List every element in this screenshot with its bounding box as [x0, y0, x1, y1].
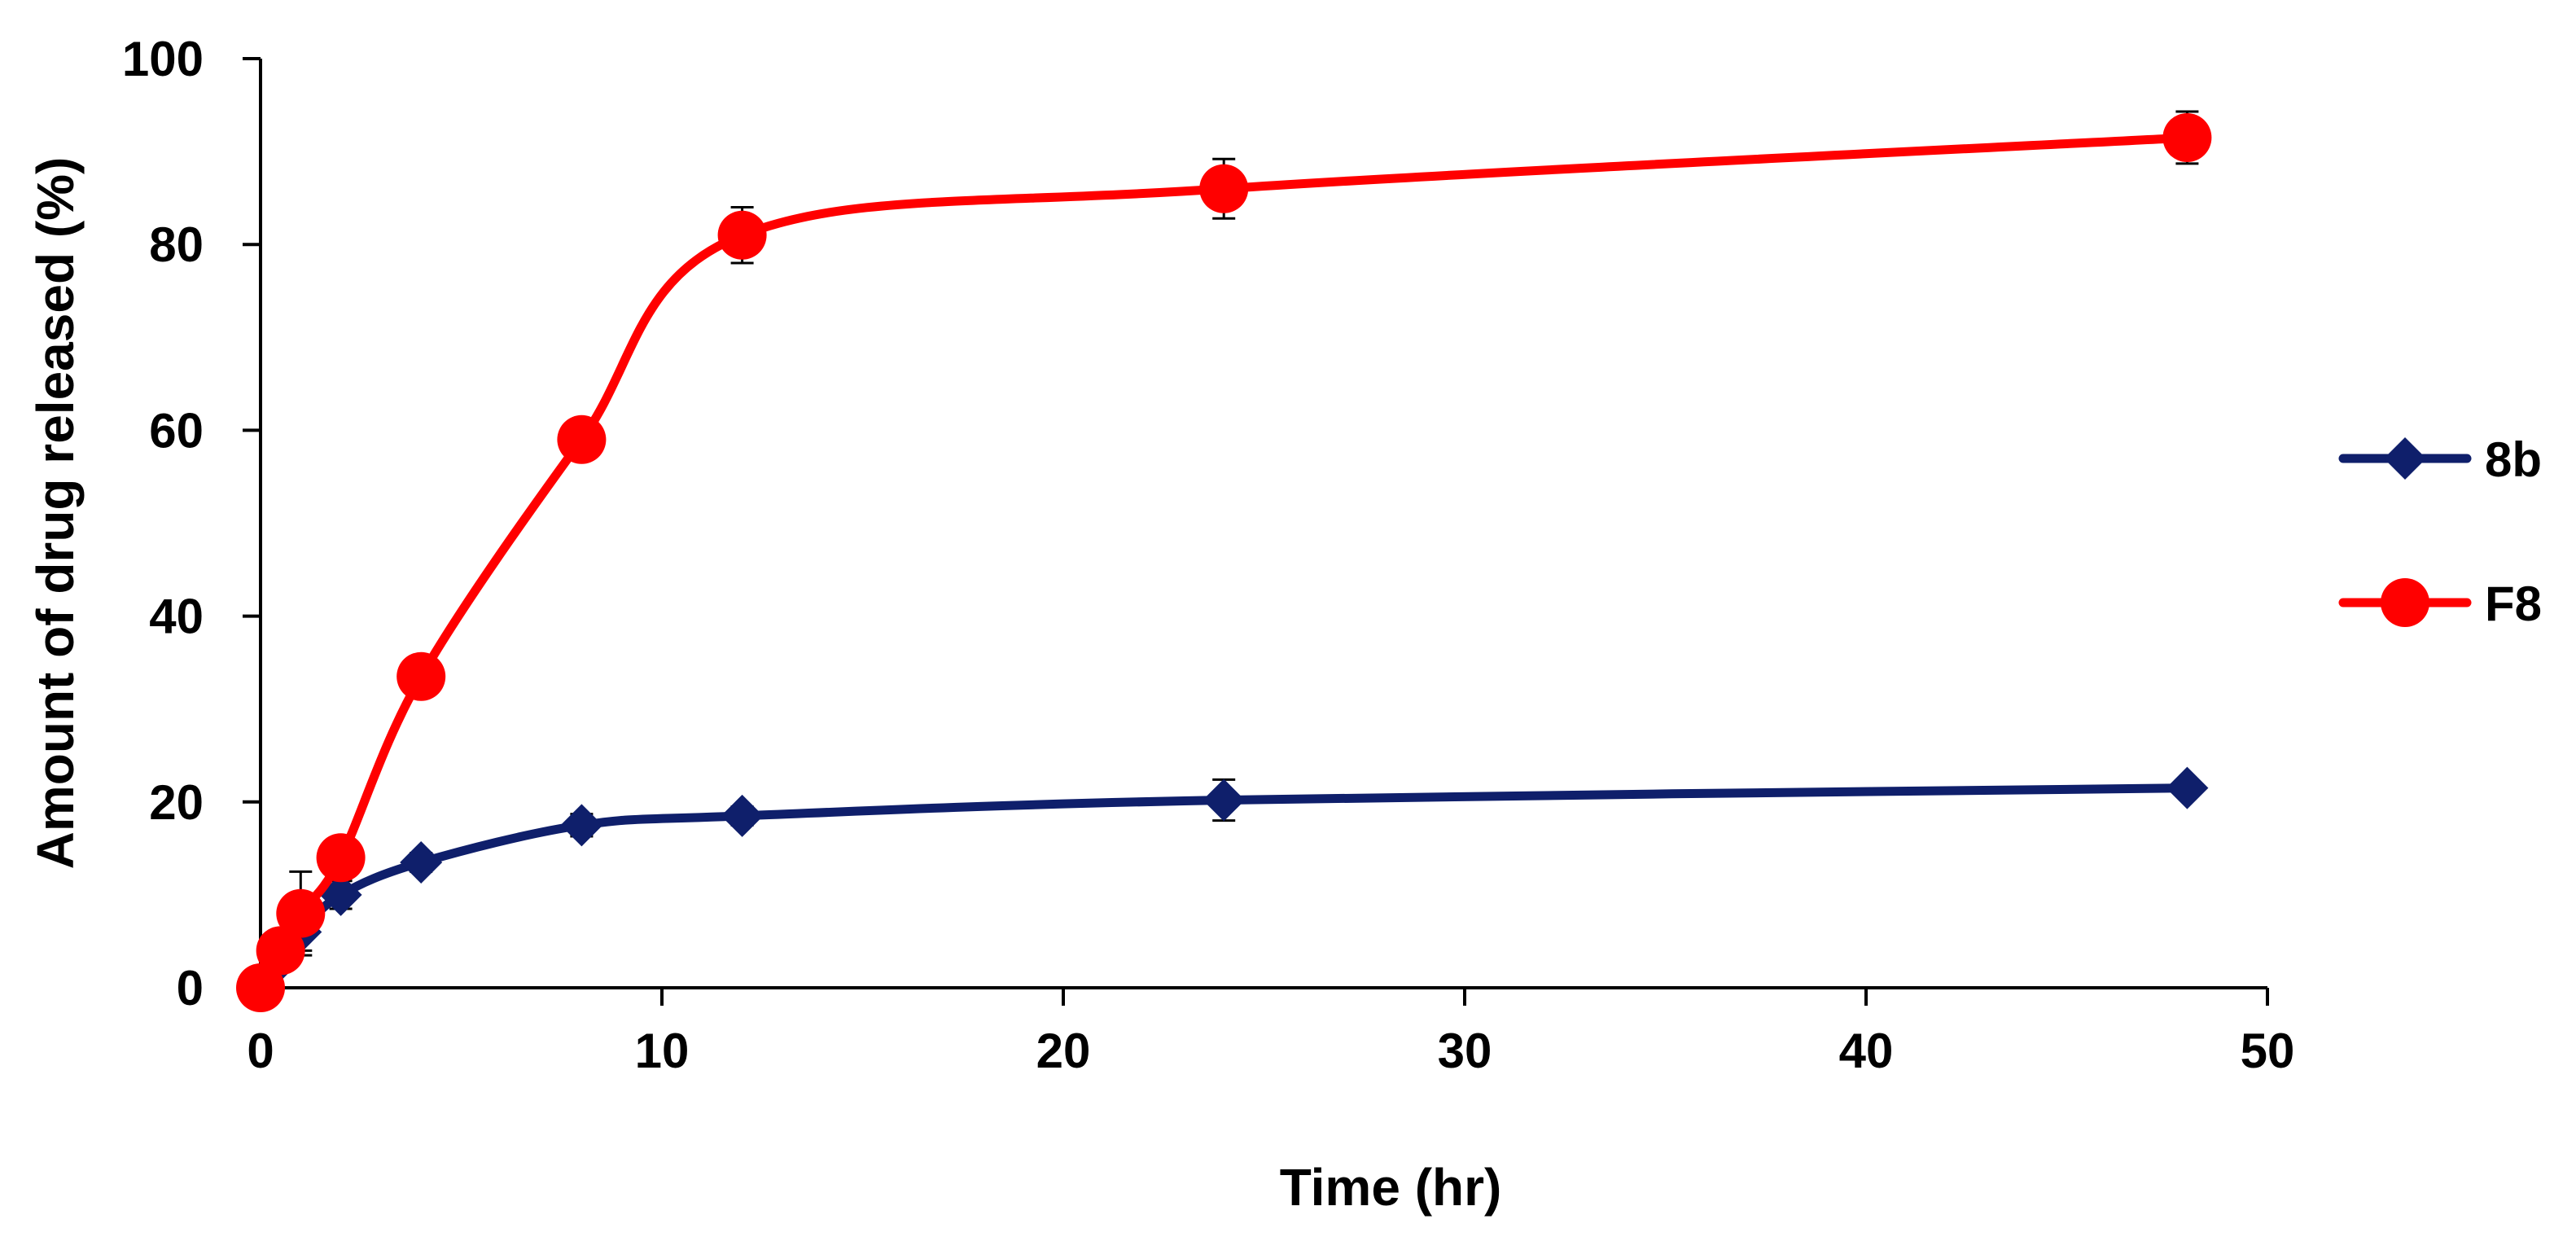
data-point-F8-4: [396, 651, 446, 701]
y-tick-label-80: 80: [149, 217, 204, 272]
legend-marker-8b: [2384, 437, 2426, 480]
data-point-8b-7: [1203, 779, 1246, 822]
series-8b: [239, 766, 2209, 1009]
data-point-F8-0: [236, 963, 285, 1012]
axes: 0 10 20 30 40 50 0 20 40 60 80 100: [122, 32, 2294, 1078]
legend-marker-F8: [2381, 578, 2429, 627]
x-tick-label-10: 10: [635, 1024, 690, 1078]
data-point-F8-1: [256, 926, 305, 976]
y-tick-label-60: 60: [149, 403, 204, 458]
x-tick-label-50: 50: [2241, 1024, 2295, 1078]
data-point-8b-6: [721, 794, 764, 837]
legend-item-8b: 8b: [2338, 432, 2542, 487]
x-axis-title: Time (hr): [1280, 1158, 1502, 1217]
legend-label-8b: 8b: [2485, 432, 2542, 487]
data-point-8b-8: [2166, 766, 2209, 809]
x-tick-label-30: 30: [1438, 1024, 1492, 1078]
x-tick-label-20: 20: [1036, 1024, 1091, 1078]
x-tick-label-0: 0: [247, 1024, 274, 1078]
legend: 8b F8: [2338, 432, 2542, 631]
data-point-F8-5: [557, 414, 607, 464]
legend-label-F8: F8: [2485, 577, 2542, 631]
y-axis-title: Amount of drug released (%): [26, 157, 85, 870]
series-layer: [236, 110, 2212, 1012]
data-point-F8-7: [1199, 164, 1249, 213]
data-point-F8-8: [2162, 112, 2212, 162]
data-point-F8-6: [717, 210, 767, 260]
data-point-F8-2: [276, 888, 326, 938]
series-F8: [236, 110, 2212, 1012]
legend-item-F8: F8: [2338, 577, 2542, 631]
y-tick-label-40: 40: [149, 590, 204, 644]
data-point-F8-3: [316, 833, 366, 883]
series-line-F8: [256, 133, 2192, 993]
y-tick-label-100: 100: [122, 32, 204, 86]
x-tick-label-40: 40: [1839, 1024, 1894, 1078]
data-point-8b-4: [400, 840, 443, 884]
y-tick-label-0: 0: [177, 961, 204, 1015]
data-point-8b-5: [560, 804, 603, 847]
y-tick-label-20: 20: [149, 775, 204, 830]
